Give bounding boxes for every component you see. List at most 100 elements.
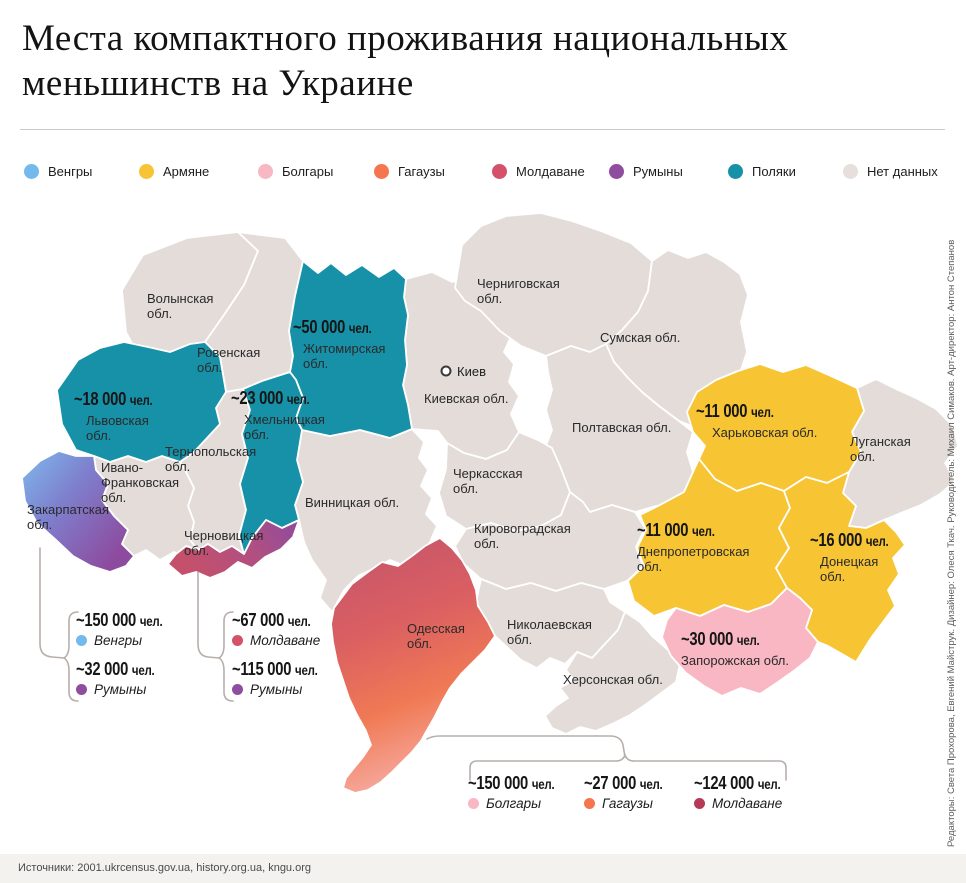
legend-item-hungarians: Венгры	[24, 162, 92, 180]
label-zakarpattia: Закарпатская обл.	[27, 502, 110, 532]
callout-entry-hungarians: ~150 000 чел. Венгры	[76, 611, 181, 648]
label-kharkiv: ~11 000 чел. Харьковская обл.	[696, 401, 818, 440]
region-donetsk	[775, 471, 906, 663]
group-color-dot	[468, 798, 479, 809]
label-mykolaiv: Николаевская обл.	[507, 617, 592, 647]
footer-bar: Источники: 2001.ukrcensus.gov.ua, histor…	[0, 854, 966, 883]
population-value: ~18 000 чел.	[74, 389, 153, 409]
label-kyiv-oblast: Киевская обл.	[424, 391, 509, 406]
population-value: ~115 000 чел.	[232, 659, 318, 679]
legend-label: Нет данных	[867, 163, 938, 179]
legend-item-armenians: Армяне	[139, 162, 209, 180]
callout-entry-romanians: ~115 000 чел. Румыны	[232, 660, 336, 697]
title-divider	[20, 129, 945, 130]
label-cherkasy: Черкасская обл.	[453, 466, 523, 496]
region-zaporizhzhia	[661, 587, 819, 697]
legend-color-dot	[728, 163, 743, 179]
callout-brace-chernivtsi	[217, 611, 234, 702]
legend-item-no-data: Нет данных	[843, 162, 938, 180]
population-value: ~23 000 чел.	[231, 388, 310, 408]
legend-color-dot	[258, 163, 273, 179]
group-name: Румыны	[94, 682, 147, 697]
label-ivano-frankivsk: Ивано-Франковская обл.	[101, 460, 180, 505]
callout-entry-gagauz: ~27 000 чел. Гагаузы	[584, 774, 680, 811]
legend-color-dot	[609, 163, 624, 179]
label-kirovohrad: Кировоградская обл.	[474, 521, 571, 551]
group-name: Венгры	[94, 633, 143, 648]
label-chernivtsi: Черновицкая обл.	[184, 528, 264, 558]
group-color-dot	[76, 684, 87, 695]
population-value: ~16 000 чел.	[810, 530, 889, 550]
callout-entry-moldovans: ~124 000 чел. Молдаване	[694, 774, 799, 811]
group-color-dot	[584, 798, 595, 809]
credits-text: Редакторы: Света Прохорова, Евгений Майс…	[946, 239, 957, 847]
label-lviv: ~18 000 чел. Львовская обл.	[74, 389, 153, 443]
legend-label: Гагаузы	[398, 163, 445, 179]
callout-line-odesa	[426, 735, 626, 758]
label-zhytomyr: ~50 000 чел. Житомирская обл.	[293, 317, 386, 371]
population-value: ~124 000 чел.	[694, 773, 781, 793]
region-zakarpattia	[21, 450, 135, 573]
group-color-dot	[232, 684, 243, 695]
label-zaporizhzhia: ~30 000 чел. Запорожская обл.	[681, 629, 790, 668]
legend-color-dot	[139, 163, 154, 179]
population-value: ~32 000 чел.	[76, 659, 155, 679]
population-value: ~67 000 чел.	[232, 610, 311, 630]
label-volyn: Волынская обл.	[147, 291, 214, 321]
callout-entry-moldovans: ~67 000 чел. Молдаване	[232, 611, 328, 648]
group-name: Гагаузы	[602, 796, 653, 811]
legend-label: Армяне	[163, 163, 210, 179]
legend-color-dot	[24, 163, 39, 179]
sources-text: Источники: 2001.ukrcensus.gov.ua, histor…	[18, 862, 312, 874]
population-value: ~150 000 чел.	[468, 773, 555, 793]
label-dnipropetrovsk: ~11 000 чел. Днепропетровская обл.	[637, 520, 750, 574]
group-name: Румыны	[250, 682, 303, 697]
label-odesa: Одесская обл.	[407, 621, 465, 651]
label-rivne: Ровенская обл.	[197, 345, 261, 375]
callout-line-zakarpattia	[39, 547, 65, 659]
legend-label: Молдаване	[516, 163, 585, 179]
region-kherson	[544, 611, 681, 735]
legend-label: Поляки	[752, 163, 796, 179]
page-title: Места компактного проживания национальны…	[22, 18, 789, 105]
group-name: Молдаване	[250, 633, 321, 648]
callout-line-chernivtsi	[197, 571, 220, 659]
legend-label: Румыны	[633, 163, 683, 179]
population-value: ~27 000 чел.	[584, 773, 663, 793]
population-value: ~11 000 чел.	[696, 401, 774, 421]
region-chernivtsi	[167, 519, 300, 579]
region-odesa	[330, 537, 496, 794]
callout-entry-bulgarians: ~150 000 чел. Болгары	[468, 774, 573, 811]
label-donetsk: ~16 000 чел. Донецкая обл.	[810, 530, 889, 584]
legend-item-moldovans: Молдаване	[492, 162, 585, 180]
label-vinnytsia: Винницкая обл.	[305, 495, 400, 510]
group-color-dot	[232, 635, 243, 646]
legend-label: Венгры	[48, 163, 93, 179]
population-value: ~11 000 чел.	[637, 520, 715, 540]
legend-item-bulgarians: Болгары	[258, 162, 333, 180]
group-name: Молдаване	[712, 796, 783, 811]
callout-entry-romanians: ~32 000 чел. Румыны	[76, 660, 172, 697]
legend-color-dot	[843, 163, 858, 179]
legend-color-dot	[374, 163, 389, 179]
callout-brace-zakarpattia	[62, 611, 79, 702]
kyiv-city-marker	[440, 365, 452, 377]
legend-color-dot	[492, 163, 507, 179]
legend-item-gagauz: Гагаузы	[374, 162, 445, 180]
population-value: ~50 000 чел.	[293, 317, 372, 337]
label-sumy: Сумская обл.	[600, 330, 681, 345]
label-kyiv-city: Киев	[457, 364, 486, 379]
population-value: ~150 000 чел.	[76, 610, 163, 630]
label-ternopil: Тернопольская обл.	[165, 444, 257, 474]
label-poltava: Полтавская обл.	[572, 420, 672, 435]
group-name: Болгары	[486, 796, 542, 811]
legend-item-poles: Поляки	[728, 162, 796, 180]
label-kherson: Херсонская обл.	[563, 672, 663, 687]
group-color-dot	[76, 635, 87, 646]
legend-item-romanians: Румыны	[609, 162, 683, 180]
label-chernihiv: Черниговская обл.	[477, 276, 560, 306]
population-value: ~30 000 чел.	[681, 629, 760, 649]
label-luhansk: Луганская обл.	[850, 434, 911, 464]
